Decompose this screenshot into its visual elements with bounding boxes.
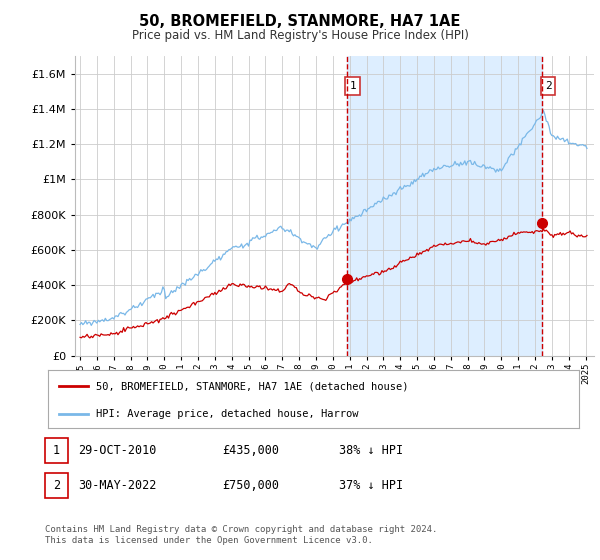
Text: HPI: Average price, detached house, Harrow: HPI: Average price, detached house, Harr… xyxy=(96,409,358,419)
Text: 2: 2 xyxy=(545,81,551,91)
Text: Contains HM Land Registry data © Crown copyright and database right 2024.
This d: Contains HM Land Registry data © Crown c… xyxy=(45,525,437,545)
Text: 30-MAY-2022: 30-MAY-2022 xyxy=(78,479,157,492)
Text: 1: 1 xyxy=(53,444,60,458)
Text: Price paid vs. HM Land Registry's House Price Index (HPI): Price paid vs. HM Land Registry's House … xyxy=(131,29,469,42)
Text: 2: 2 xyxy=(53,479,60,492)
Text: £435,000: £435,000 xyxy=(222,444,279,458)
Text: 37% ↓ HPI: 37% ↓ HPI xyxy=(339,479,403,492)
Text: 50, BROMEFIELD, STANMORE, HA7 1AE: 50, BROMEFIELD, STANMORE, HA7 1AE xyxy=(139,14,461,29)
Text: 50, BROMEFIELD, STANMORE, HA7 1AE (detached house): 50, BROMEFIELD, STANMORE, HA7 1AE (detac… xyxy=(96,381,408,391)
Text: 1: 1 xyxy=(349,81,356,91)
Text: 38% ↓ HPI: 38% ↓ HPI xyxy=(339,444,403,458)
Text: 29-OCT-2010: 29-OCT-2010 xyxy=(78,444,157,458)
Bar xyxy=(347,56,542,356)
Text: £750,000: £750,000 xyxy=(222,479,279,492)
